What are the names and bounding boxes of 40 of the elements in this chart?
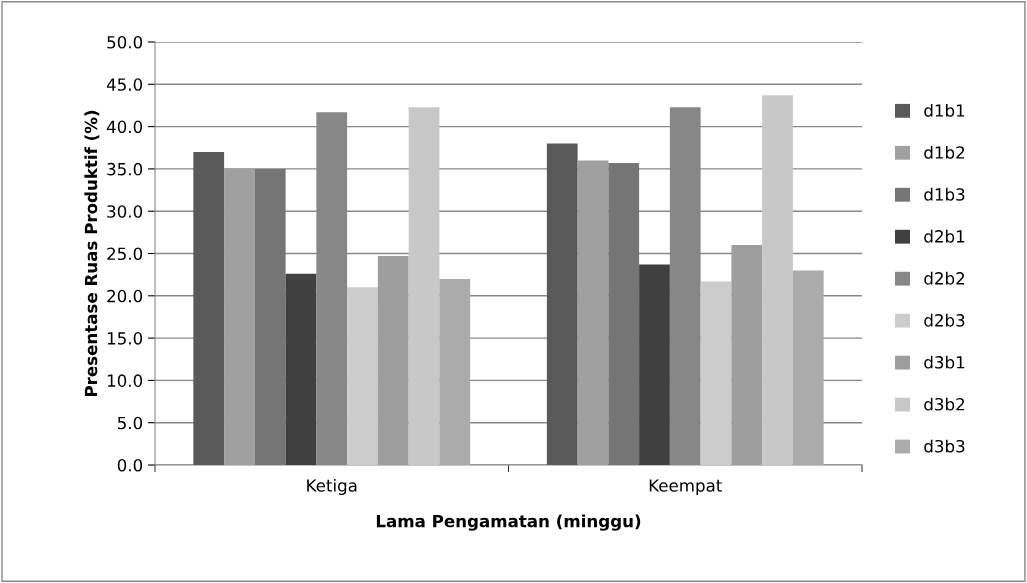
- bar: [639, 264, 670, 465]
- legend-label: d1b1: [924, 103, 965, 117]
- bar: [254, 168, 286, 465]
- legend-label: d3b1: [924, 355, 965, 369]
- y-tick-label: 35.0: [107, 162, 143, 176]
- bar: [285, 273, 317, 465]
- y-tick-label: 15.0: [107, 332, 143, 345]
- legend-label: d1b2: [924, 145, 965, 159]
- legend-label: d3b2: [924, 397, 965, 411]
- bar: [193, 151, 225, 465]
- bar: [608, 162, 640, 465]
- bar: [577, 160, 609, 465]
- bar: [731, 245, 763, 465]
- legend-label: d2b3: [924, 313, 965, 327]
- y-tick-label: 0.0: [117, 458, 143, 472]
- bar: [377, 256, 409, 465]
- legend-label: d3b3: [924, 439, 965, 453]
- bar: [439, 278, 471, 465]
- x-tick-label: Keempat: [649, 479, 722, 496]
- bar: [224, 168, 255, 465]
- bar: [408, 107, 440, 465]
- y-tick-label: 45.0: [106, 78, 143, 91]
- bar: [762, 95, 793, 465]
- y-axis-title: Presentase Ruas Produktif (%): [84, 110, 100, 397]
- y-tick-label: 50.0: [107, 35, 143, 49]
- y-tick-label: 40.0: [106, 120, 143, 134]
- y-tick-label: 25.0: [107, 247, 143, 261]
- legend-label: d2b2: [924, 271, 965, 285]
- y-tick-label: 10.0: [107, 374, 143, 387]
- bar: [700, 281, 732, 465]
- bar: [546, 143, 578, 465]
- bar: [347, 287, 378, 465]
- y-tick-label: 30.0: [107, 205, 143, 218]
- legend-label: d2b1: [924, 229, 965, 243]
- legend-label: d1b3: [924, 187, 965, 201]
- x-axis-title: Lama Pengamatan (minggu): [376, 514, 641, 531]
- x-tick-label: Ketiga: [307, 478, 357, 496]
- bar: [792, 270, 824, 465]
- y-tick-label: 20.0: [107, 289, 143, 303]
- y-tick-label: 5.0: [117, 416, 143, 430]
